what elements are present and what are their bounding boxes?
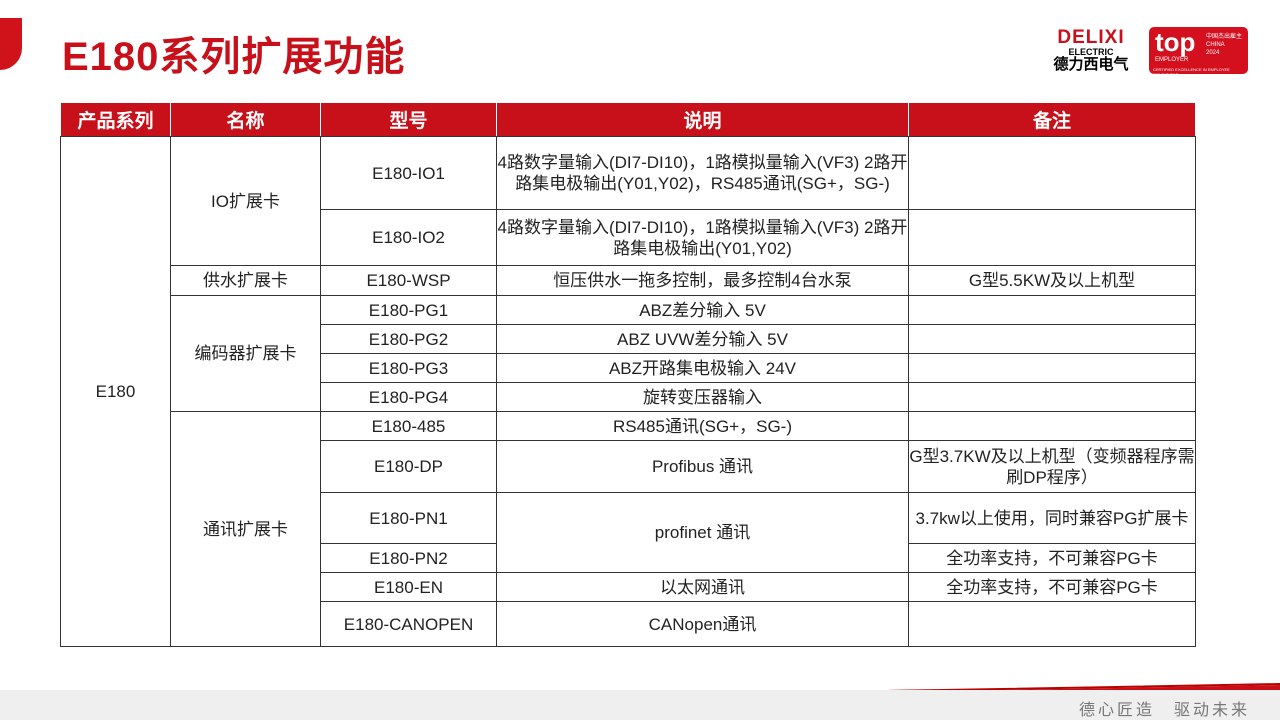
note-cell: 3.7kw以上使用，同时兼容PG扩展卡 <box>908 492 1196 544</box>
description-cell: RS485通讯(SG+，SG-) <box>496 411 909 441</box>
badge-region: 中国杰出雇主 CHINA 2024 <box>1206 34 1243 56</box>
table-row: 编码器扩展卡 E180-PG1 ABZ差分输入 5V <box>61 295 1196 412</box>
table-row: 通讯扩展卡 E180-485 RS485通讯(SG+，SG-) <box>61 411 1196 647</box>
model-cell: E180-WSP <box>320 265 497 296</box>
model-cell: E180-PG1 <box>320 295 497 325</box>
table-row: E180-PG2 ABZ UVW差分输入 5V <box>61 324 1196 354</box>
page-title: E180系列扩展功能 <box>62 35 406 79</box>
top-employer-badge: top EMPLOYER 中国杰出雇主 CHINA 2024 CERTIFIED … <box>1149 27 1248 77</box>
note-cell <box>908 209 1196 266</box>
note-cell <box>908 601 1196 647</box>
logo-cn: 德力西电气 <box>1053 56 1129 73</box>
table-row: 供水扩展卡 E180-WSP 恒压供水一拖多控制，最多控制4台水泵 G型5.5KW及以… <box>61 265 1196 296</box>
model-cell: E180-EN <box>320 572 497 602</box>
note-cell <box>908 136 1196 210</box>
logo-sub: ELECTRIC <box>1068 47 1114 57</box>
series-cell: E180 <box>60 136 171 647</box>
group-name-cell: 编码器扩展卡 <box>170 295 321 412</box>
description-cell: 以太网通讯 <box>496 572 909 602</box>
extension-table: 产品系列 名称 型号 说明 备注 E180 IO扩展卡 E180-IO1 4路数字量输入(DI… <box>60 102 1196 647</box>
note-cell: G型3.7KW及以上机型（变频器程序需刷DP程序） <box>908 440 1196 493</box>
model-cell: E180-PN2 <box>320 543 497 573</box>
logo-brand: DELIXI <box>1057 27 1125 48</box>
description-cell: ABZ UVW差分输入 5V <box>496 324 909 354</box>
model-cell: E180-485 <box>320 411 497 441</box>
note-cell <box>908 382 1196 412</box>
description-cell: 旋转变压器输入 <box>496 382 909 412</box>
column-header: 备注 <box>908 102 1196 137</box>
model-cell: E180-DP <box>320 440 497 493</box>
note-cell <box>908 324 1196 354</box>
table-row: E180-PN1 profinet 通讯 3.7kw以上使用，同时兼容PG扩展卡 <box>61 492 1196 573</box>
footer-bar <box>0 690 1280 720</box>
model-cell: E180-PG3 <box>320 353 497 383</box>
note-cell <box>908 411 1196 441</box>
description-cell: 4路数字量输入(DI7-DI10)，1路模拟量输入(VF3) 2路开路集电极输出… <box>496 209 909 266</box>
footer-slogan: 德心匠造 驱动未来 <box>1078 702 1250 719</box>
table-row: E180 IO扩展卡 E180-IO1 4路数字量输入(DI7-DI10)，1路模拟量… <box>60 136 1196 647</box>
column-header: 说明 <box>496 102 909 137</box>
badge-cert: CERTIFIED EXCELLENCE IN EMPLOYEE CONDITI… <box>1153 67 1230 77</box>
column-header: 名称 <box>170 102 321 137</box>
model-cell: E180-PG4 <box>320 382 497 412</box>
column-header: 产品系列 <box>60 102 171 137</box>
model-cell: E180-PN1 <box>320 492 497 544</box>
note-cell <box>908 295 1196 325</box>
badge-top: top <box>1155 27 1196 57</box>
table-row: E180-PN2 全功率支持，不可兼容PG卡 <box>61 543 1196 573</box>
description-cell: ABZ差分输入 5V <box>496 295 909 325</box>
table-row: E180-PG4 旋转变压器输入 <box>61 382 1196 412</box>
group-name-cell: IO扩展卡 <box>170 136 321 266</box>
delixi-logo: DELIXI ELECTRIC 德力西电气 <box>1048 28 1134 73</box>
corner-decoration <box>0 18 22 70</box>
note-cell <box>908 353 1196 383</box>
group-name-cell: 通讯扩展卡 <box>170 411 321 647</box>
description-cell: 恒压供水一拖多控制，最多控制4台水泵 <box>496 265 909 296</box>
table-row: E180-EN 以太网通讯 全功率支持，不可兼容PG卡 <box>61 572 1196 602</box>
note-cell: 全功率支持，不可兼容PG卡 <box>908 543 1196 573</box>
note-cell: 全功率支持，不可兼容PG卡 <box>908 572 1196 602</box>
description-cell: Profibus 通讯 <box>496 440 909 493</box>
column-header: 型号 <box>320 102 497 137</box>
model-cell: E180-IO2 <box>320 209 497 266</box>
note-cell: G型5.5KW及以上机型 <box>908 265 1196 296</box>
group-name-cell: 供水扩展卡 <box>170 265 321 296</box>
description-cell: profinet 通讯 <box>496 492 909 573</box>
table-row: E180-IO2 4路数字量输入(DI7-DI10)，1路模拟量输入(VF3) 2… <box>61 209 1196 266</box>
table-row: E180-DP Profibus 通讯 G型3.7KW及以上机型（变频器程序需刷DP… <box>61 440 1196 493</box>
description-cell: CANopen通讯 <box>496 601 909 647</box>
table-row: E180-PG3 ABZ开路集电极输入 24V <box>61 353 1196 383</box>
model-cell: E180-IO1 <box>320 136 497 210</box>
model-cell: E180-CANOPEN <box>320 601 497 647</box>
description-cell: 4路数字量输入(DI7-DI10)，1路模拟量输入(VF3) 2路开路集电极输出… <box>496 136 909 210</box>
model-cell: E180-PG2 <box>320 324 497 354</box>
badge-employer: EMPLOYER <box>1155 57 1189 63</box>
table-row: E180-CANOPEN CANopen通讯 <box>61 601 1196 647</box>
description-cell: ABZ开路集电极输入 24V <box>496 353 909 383</box>
